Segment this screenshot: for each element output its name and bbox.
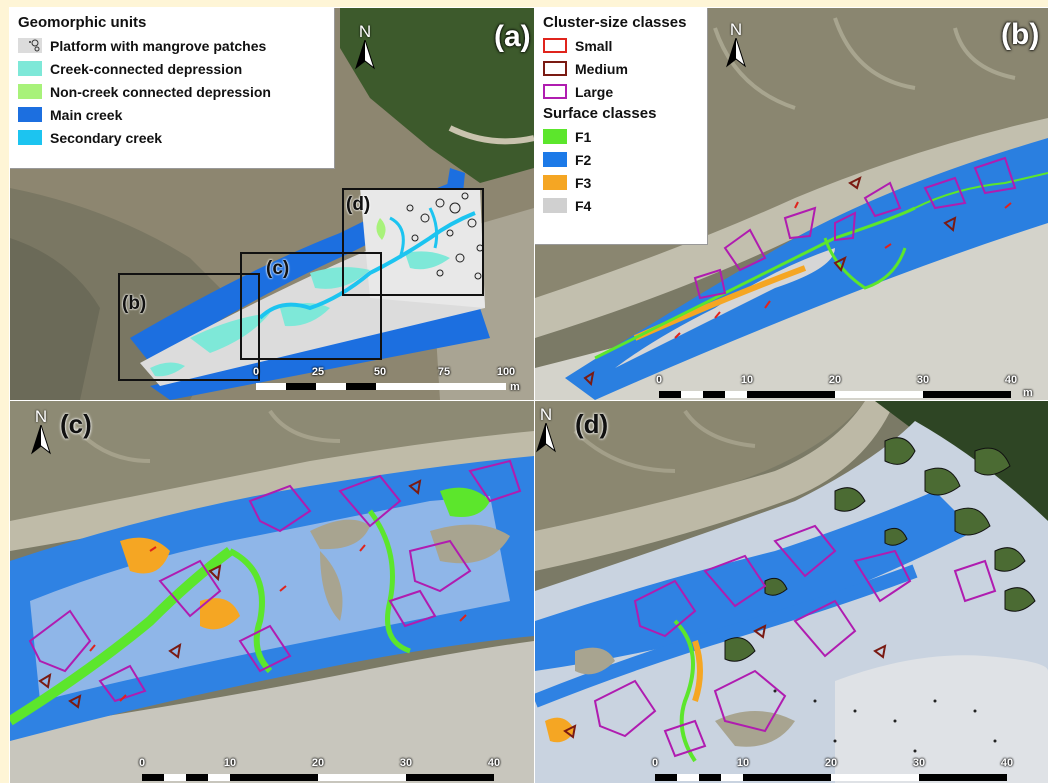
- zoom-box-d: (d): [342, 188, 484, 296]
- legend-item-non-creek: Non-creek connected depression: [18, 80, 326, 103]
- scale-tick: 30: [912, 757, 926, 769]
- legend-item-creek-connected: Creek-connected depression: [18, 57, 326, 80]
- zoom-box-label: (d): [346, 194, 371, 215]
- legend-label: Secondary creek: [50, 129, 163, 146]
- scale-tick: 20: [828, 374, 842, 386]
- legend-item-small: Small: [543, 34, 699, 57]
- legend-label: F1: [575, 128, 592, 145]
- zoom-box-label: (c): [266, 258, 290, 279]
- north-label: N: [729, 20, 743, 39]
- scale-tick: 30: [399, 757, 413, 769]
- legend-label: Platform with mangrove patches: [50, 37, 267, 54]
- scale-tick: 30: [916, 374, 930, 386]
- panel-d-map: [535, 401, 1048, 783]
- panel-label: (d): [575, 409, 609, 439]
- north-arrow-icon: N: [350, 22, 380, 70]
- legend-label: Small: [575, 37, 613, 54]
- panel-c-map: [10, 401, 534, 783]
- geomorphic-legend: Geomorphic units Platform with mangrove …: [10, 8, 334, 168]
- scale-tick: 40: [1000, 757, 1014, 769]
- scale-tick: 0: [252, 366, 260, 378]
- legend-item-medium: Medium: [543, 57, 699, 80]
- large-cluster-swatch: [543, 84, 567, 99]
- cluster-legend-title: Cluster-size classes: [543, 14, 687, 31]
- medium-cluster-swatch: [543, 61, 567, 76]
- legend-item-f3: F3: [543, 171, 699, 194]
- north-arrow-icon: N: [26, 407, 56, 455]
- legend-item-f4: F4: [543, 194, 699, 217]
- legend-item-large: Large: [543, 80, 699, 103]
- legend-label: F3: [575, 174, 592, 191]
- legend-item-f2: F2: [543, 148, 699, 171]
- surface-legend-title: Surface classes: [543, 105, 657, 122]
- scale-tick: 10: [740, 374, 754, 386]
- scale-bar: 0 25 50 75 100 m: [253, 366, 520, 393]
- scale-tick: 25: [311, 366, 325, 378]
- legend-label: Large: [575, 83, 614, 100]
- legend-label: F2: [575, 151, 592, 168]
- legend-label: Medium: [575, 60, 628, 77]
- scale-tick: 75: [437, 366, 451, 378]
- north-arrow-icon: N: [535, 405, 561, 453]
- legend-label: F4: [575, 197, 592, 214]
- zoom-box-b: (b): [118, 273, 260, 381]
- platform-swatch: [18, 38, 42, 53]
- legend-label: Main creek: [50, 106, 123, 123]
- f1-swatch: [543, 129, 567, 144]
- panel-a: (b) (c) (d) Geomorphic units Platform wi…: [9, 7, 535, 401]
- non-creek-swatch: [18, 84, 42, 99]
- legend-item-platform: Platform with mangrove patches: [18, 34, 326, 57]
- scale-tick: 40: [487, 757, 501, 769]
- scale-tick: 0: [655, 374, 663, 386]
- scale-tick: 0: [651, 757, 659, 769]
- legend-item-f1: F1: [543, 125, 699, 148]
- legend-item-secondary-creek: Secondary creek: [18, 126, 326, 149]
- small-cluster-swatch: [543, 38, 567, 53]
- north-label: N: [358, 22, 372, 41]
- secondary-creek-swatch: [18, 130, 42, 145]
- scale-tick: 10: [736, 757, 750, 769]
- scale-tick: 20: [824, 757, 838, 769]
- f4-swatch: [543, 198, 567, 213]
- legend-item-main-creek: Main creek: [18, 103, 326, 126]
- panel-c: N (c) 0 10 20 30 40: [9, 400, 535, 783]
- scale-bar: 0 10 20 30 40: [652, 757, 1045, 783]
- scale-tick: 40: [1004, 374, 1018, 386]
- scale-bar: 0 10 20 30 40 m: [656, 374, 1047, 400]
- scale-tick: 50: [373, 366, 387, 378]
- zoom-box-label: (b): [122, 293, 147, 314]
- north-arrow-icon: N: [721, 20, 751, 68]
- legend-label: Non-creek connected depression: [50, 83, 271, 100]
- scale-unit: m: [510, 381, 520, 393]
- main-creek-swatch: [18, 107, 42, 122]
- panel-label: (b): [1001, 18, 1040, 51]
- scale-tick: 100: [496, 366, 516, 378]
- north-label: N: [539, 405, 553, 424]
- panel-label: (c): [60, 409, 92, 439]
- classes-legend: Cluster-size classes Small Medium Large …: [535, 8, 707, 244]
- scale-bar: 0 10 20 30 40: [139, 757, 532, 783]
- panel-b: Cluster-size classes Small Medium Large …: [534, 7, 1048, 401]
- f2-swatch: [543, 152, 567, 167]
- zoom-box-c: (c): [240, 252, 382, 360]
- panel-label: (a): [494, 20, 531, 53]
- scale-tick: 20: [311, 757, 325, 769]
- scale-tick: 10: [223, 757, 237, 769]
- creek-connected-swatch: [18, 61, 42, 76]
- scale-tick: 0: [138, 757, 146, 769]
- panel-d: N (d) 0 10 20 30 40: [534, 400, 1048, 783]
- geomorphic-legend-title: Geomorphic units: [18, 14, 147, 31]
- scale-unit: m: [1023, 387, 1033, 399]
- north-label: N: [34, 407, 48, 426]
- legend-label: Creek-connected depression: [50, 60, 243, 77]
- f3-swatch: [543, 175, 567, 190]
